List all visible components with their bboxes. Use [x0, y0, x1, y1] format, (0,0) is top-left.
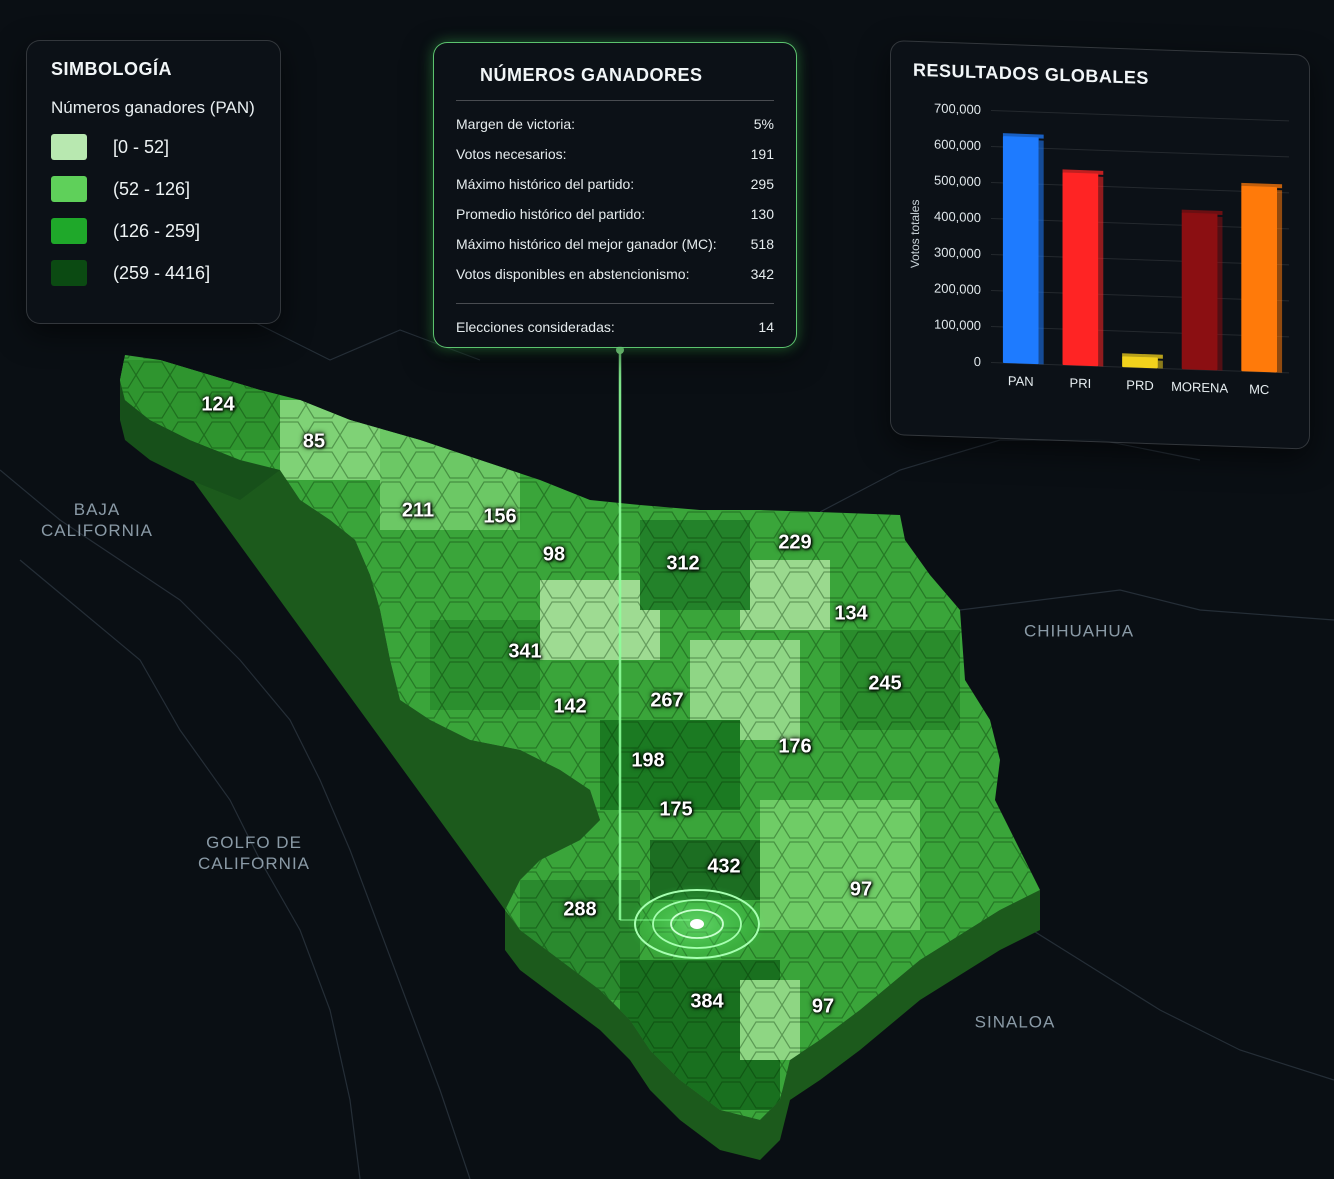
map-value: 432 — [707, 855, 741, 878]
map-value: 134 — [834, 602, 868, 625]
y-tick-label: 0 — [974, 354, 981, 369]
bar — [1062, 172, 1099, 367]
bar — [1241, 185, 1278, 373]
map-value: 288 — [563, 898, 597, 921]
info-row: Votos disponibles en abstencionismo: 342 — [456, 259, 774, 289]
legend-subtitle: Números ganadores (PAN) — [51, 98, 255, 117]
map-value: 98 — [542, 543, 566, 566]
map-value: 384 — [690, 990, 724, 1013]
info-label: Máximo histórico del mejor ganador (MC): — [456, 236, 717, 252]
legend-swatch — [51, 218, 87, 244]
info-value: 5% — [753, 116, 774, 132]
bar-side — [1157, 360, 1163, 369]
info-value: 14 — [758, 319, 774, 335]
legend-panel: SIMBOLOGÍA Números ganadores (PAN) [0 - … — [26, 40, 281, 324]
x-tick-label: PAN — [1008, 373, 1034, 389]
legend-label: (52 - 126] — [113, 178, 191, 199]
legend-swatch — [51, 260, 87, 286]
info-label: Elecciones consideradas: — [456, 319, 615, 335]
x-tick-label: PRI — [1070, 375, 1092, 391]
info-label: Votos necesarios: — [456, 146, 567, 162]
info-row: Votos necesarios: 191 — [456, 139, 774, 169]
map-value: 97 — [849, 878, 873, 901]
info-label: Máximo histórico del partido: — [456, 176, 635, 192]
bar-top — [1181, 209, 1223, 216]
legend-title: SIMBOLOGÍA — [51, 59, 172, 79]
info-row: Máximo histórico del mejor ganador (MC):… — [456, 229, 774, 259]
map-value: 176 — [778, 735, 812, 758]
info-row: Margen de victoria: 5% — [456, 109, 774, 139]
info-value: 191 — [750, 146, 774, 162]
y-tick-label: 400,000 — [934, 209, 981, 226]
y-tick-label: 300,000 — [934, 245, 981, 262]
map-value: 142 — [553, 695, 587, 718]
info-value: 295 — [750, 176, 774, 192]
map-value: 97 — [811, 995, 835, 1018]
global-results-panel: RESULTADOS GLOBALES 0 100,000 200,000 300,0… — [890, 40, 1310, 450]
bar-chart: 0 100,000 200,000 300,000 400,000 500,000 600,… — [908, 101, 1289, 398]
legend-item: (52 - 126] — [51, 176, 256, 202]
info-label: Margen de victoria: — [456, 116, 576, 132]
info-row: Máximo histórico del partido: 295 — [456, 169, 774, 199]
legend-item: (126 - 259] — [51, 218, 256, 244]
bar-side — [1098, 176, 1104, 367]
region-label-sinaloa: SINALOA — [974, 1012, 1056, 1032]
winning-numbers-panel: NÚMEROS GANADORES Margen de victoria: 5% … — [433, 42, 797, 348]
divider — [456, 100, 774, 101]
map-value: 211 — [401, 499, 435, 522]
map-value: 85 — [302, 430, 326, 453]
legend-label: (259 - 4416] — [113, 262, 211, 283]
y-tick-label: 200,000 — [934, 281, 981, 298]
bar-side — [1277, 190, 1283, 373]
x-tick-label: MORENA — [1171, 379, 1228, 396]
map-value: 156 — [483, 505, 517, 528]
info-label: Promedio histórico del partido: — [456, 206, 646, 222]
info-value: 518 — [750, 236, 774, 252]
bar — [1122, 356, 1158, 369]
bar — [1181, 212, 1218, 371]
info-value: 130 — [750, 206, 774, 222]
region-label-chihuahua: CHIHUAHUA — [1023, 621, 1135, 641]
legend-item: [0 - 52] — [51, 134, 256, 160]
bar-top — [1122, 353, 1163, 359]
legend-label: [0 - 52] — [113, 136, 170, 157]
map-value: 267 — [650, 689, 684, 712]
map-value: 175 — [659, 798, 693, 821]
y-tick-label: 500,000 — [934, 173, 981, 190]
legend-label: (126 - 259] — [113, 220, 201, 241]
bar-side — [1217, 216, 1223, 371]
y-tick-label: 700,000 — [934, 101, 981, 118]
info-footer-row: Elecciones consideradas: 14 — [456, 312, 774, 342]
bar-side — [1038, 140, 1044, 365]
legend-swatch — [51, 176, 87, 202]
y-tick-label: 100,000 — [934, 317, 981, 334]
map-value: 245 — [868, 672, 902, 695]
info-title: NÚMEROS GANADORES — [480, 65, 703, 85]
info-label: Votos disponibles en abstencionismo: — [456, 266, 690, 282]
y-axis-label: Votos totales — [908, 199, 922, 268]
bar-top — [1241, 182, 1283, 189]
map-value: 312 — [666, 552, 700, 575]
x-tick-label: MC — [1249, 382, 1269, 398]
divider — [456, 303, 774, 304]
region-label-golfo: GOLFO DE CALIFORNIA — [197, 833, 311, 873]
bar-top — [1062, 169, 1104, 175]
map-value: 124 — [201, 393, 235, 416]
x-tick-label: PRD — [1126, 377, 1153, 393]
info-row: Promedio histórico del partido: 130 — [456, 199, 774, 229]
bar — [1002, 136, 1039, 365]
info-value: 342 — [750, 266, 774, 282]
legend-swatch — [51, 134, 87, 160]
y-tick-label: 600,000 — [934, 137, 981, 154]
map-value: 229 — [778, 531, 812, 554]
map-value: 341 — [508, 640, 542, 663]
legend-item: (259 - 4416] — [51, 260, 256, 286]
bar-top — [1002, 133, 1044, 139]
region-label-baja-california: BAJA CALIFORNIA — [40, 500, 154, 540]
gridline — [991, 110, 1289, 122]
map-value: 198 — [631, 749, 665, 772]
